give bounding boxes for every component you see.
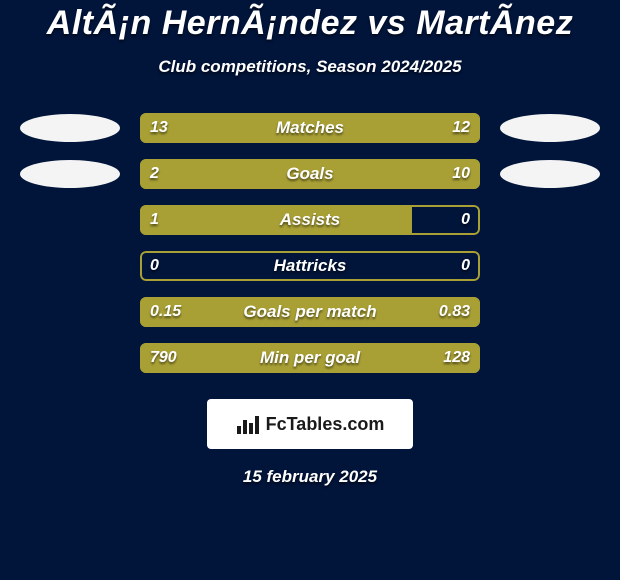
stat-bar: 0.15 Goals per match 0.83 [140,297,480,327]
value-left: 0 [150,257,159,275]
footer-date: 15 february 2025 [0,467,620,487]
value-left: 0.15 [150,303,181,321]
stat-label: Matches [276,118,344,138]
comparison-card: AltÃ¡n HernÃ¡ndez vs MartÃ­nez Club comp… [0,0,620,580]
stat-row: 1 Assists 0 [0,205,620,235]
value-right: 0.83 [439,303,470,321]
stat-label: Goals per match [243,302,376,322]
stat-bar: 0 Hattricks 0 [140,251,480,281]
value-right: 10 [452,165,470,183]
value-left: 790 [150,349,177,367]
stat-label: Hattricks [274,256,347,276]
team-right-logo [500,114,600,142]
stat-row: 2 Goals 10 [0,159,620,189]
stat-bar: 790 Min per goal 128 [140,343,480,373]
value-left: 13 [150,119,168,137]
stat-bar: 2 Goals 10 [140,159,480,189]
team-left-logo [20,114,120,142]
stat-row: 0.15 Goals per match 0.83 [0,297,620,327]
brand-box: FcTables.com [207,399,413,449]
value-left: 1 [150,211,159,229]
stat-label: Min per goal [260,348,360,368]
stat-bar: 13 Matches 12 [140,113,480,143]
stat-label: Goals [286,164,333,184]
value-left: 2 [150,165,159,183]
value-right: 12 [452,119,470,137]
stat-label: Assists [280,210,340,230]
bars-logo-icon [236,414,260,434]
bar-fill-left [140,205,412,235]
team-right-logo [500,160,600,188]
brand-text: FcTables.com [266,414,385,435]
bar-fill-left [140,159,198,189]
stat-row: 790 Min per goal 128 [0,343,620,373]
value-right: 0 [461,211,470,229]
page-title: AltÃ¡n HernÃ¡ndez vs MartÃ­nez [0,4,620,43]
stat-row: 13 Matches 12 [0,113,620,143]
bar-fill-right [198,159,480,189]
stat-bar: 1 Assists 0 [140,205,480,235]
team-left-logo [20,160,120,188]
value-right: 128 [443,349,470,367]
value-right: 0 [461,257,470,275]
subtitle: Club competitions, Season 2024/2025 [0,57,620,77]
stat-rows: 13Matches122Goals101Assists00Hattricks00… [0,113,620,373]
stat-row: 0 Hattricks 0 [0,251,620,281]
